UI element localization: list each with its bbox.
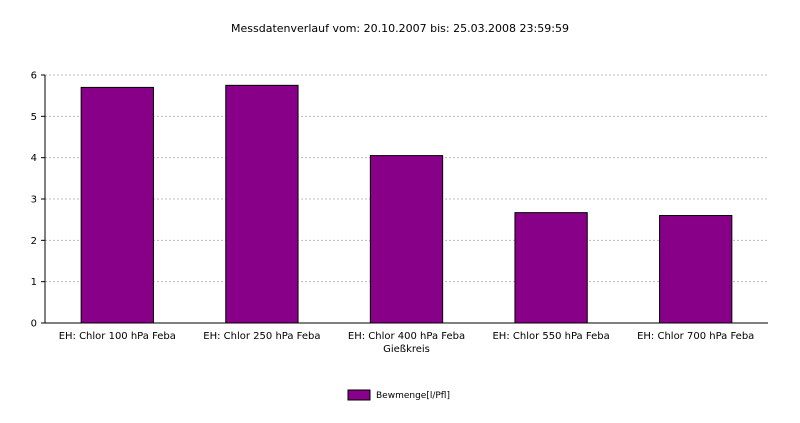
y-tick-label: 5 (31, 112, 37, 123)
bar (514, 212, 588, 324)
chart-title: Messdatenverlauf vom: 20.10.2007 bis: 25… (231, 22, 569, 35)
x-tick-label: EH: Chlor 250 hPa Feba (203, 331, 320, 342)
x-tick-label: EH: Chlor 100 hPa Feba (59, 331, 176, 342)
y-tick-label: 0 (31, 319, 37, 330)
x-tick-label: EH: Chlor 700 hPa Feba (637, 331, 754, 342)
y-tick-label: 4 (31, 153, 37, 164)
y-tick-label: 3 (31, 195, 37, 206)
y-tick-label: 2 (31, 236, 37, 247)
legend-label: Bewmenge[l/Pfl] (376, 391, 450, 401)
y-tick-label: 6 (31, 71, 37, 82)
x-tick-label: EH: Chlor 550 hPa Feba (492, 331, 609, 342)
bar (80, 86, 154, 324)
y-tick-label: 1 (31, 277, 37, 288)
x-tick-label: EH: Chlor 400 hPa Feba Gießkreis (348, 331, 465, 355)
bar (369, 155, 444, 324)
legend-swatch (347, 389, 371, 401)
bar (225, 84, 299, 324)
bar (659, 215, 733, 324)
